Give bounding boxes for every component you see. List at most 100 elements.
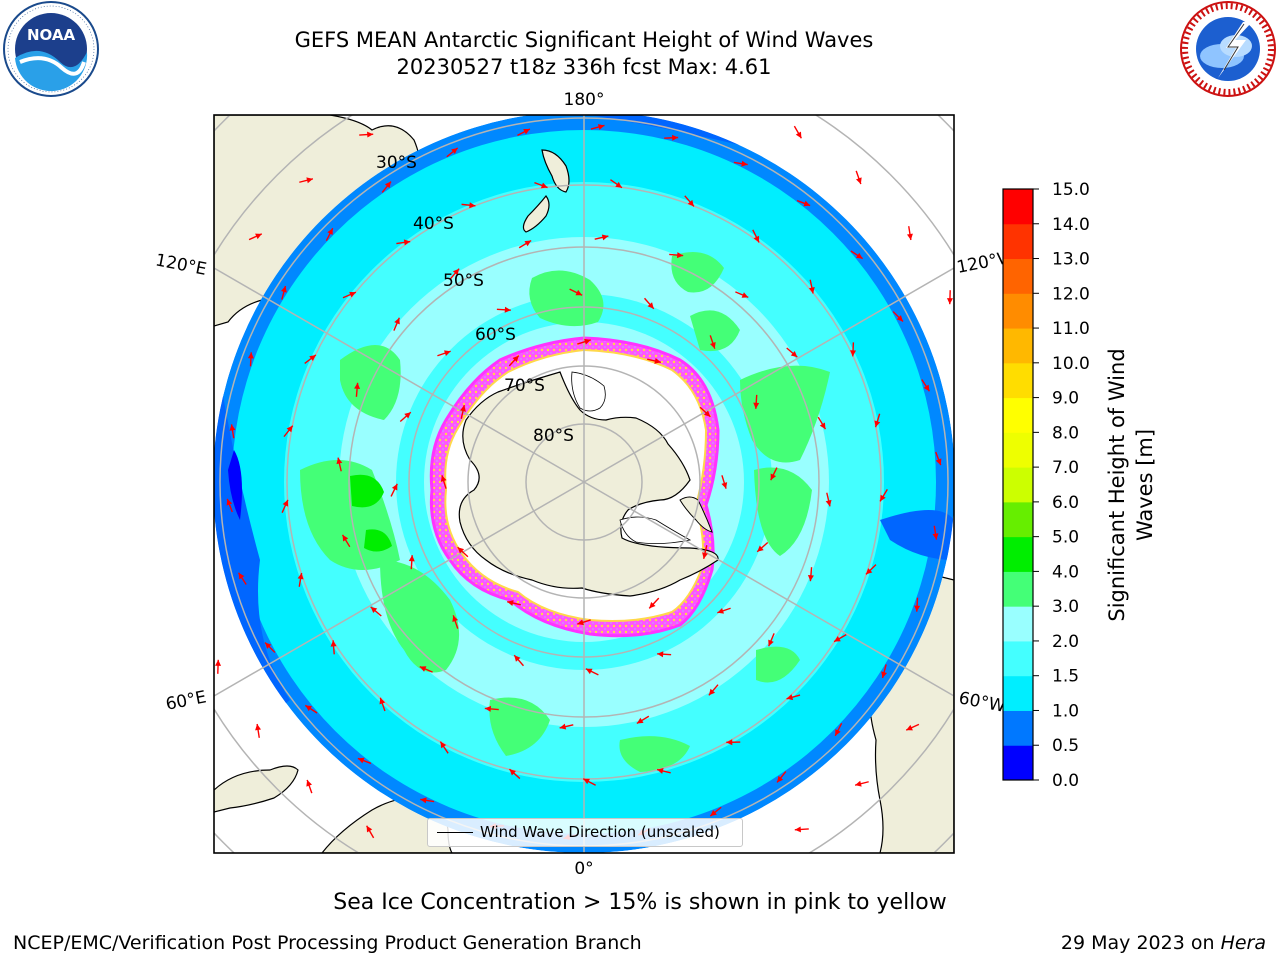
colorbar-cell bbox=[1003, 640, 1033, 677]
colorbar-tick-label: 13.0 bbox=[1052, 250, 1090, 270]
wave-direction-arrow bbox=[808, 279, 815, 294]
wave-direction-arrow bbox=[796, 199, 811, 207]
wave-direction-arrow bbox=[656, 768, 671, 774]
lon-label-bottom: 0° bbox=[574, 859, 593, 879]
colorbar-cell bbox=[1003, 223, 1033, 260]
wave-direction-arrow bbox=[248, 233, 263, 241]
wave-direction-arrow bbox=[399, 411, 412, 422]
graticule bbox=[214, 115, 954, 853]
wave-direction-arrow bbox=[709, 335, 716, 349]
wave-direction-arrow bbox=[484, 705, 499, 712]
chart-title: GEFS MEAN Antarctic Significant Height o… bbox=[294, 28, 874, 52]
wave-direction-arrow bbox=[726, 739, 741, 746]
lat-label-50s: 50°S bbox=[443, 271, 484, 291]
legend-label: Wind Wave Direction (unscaled) bbox=[480, 823, 720, 841]
wave-direction-arrow bbox=[396, 239, 411, 246]
wave-direction-arrow bbox=[513, 654, 524, 667]
wave-direction-arrow bbox=[833, 634, 847, 643]
wave-direction-arrow bbox=[306, 779, 313, 794]
colorbar-tick-label: 7.0 bbox=[1052, 458, 1079, 478]
legend-line-sample bbox=[437, 832, 473, 833]
wave-direction-arrow bbox=[854, 780, 869, 787]
wave-direction-arrow bbox=[304, 354, 317, 365]
wave-direction-arrow bbox=[590, 124, 605, 130]
wave-direction-arrow bbox=[921, 379, 931, 392]
wave-direction-arrow bbox=[370, 606, 382, 617]
lon-label-lower-right: 60°W bbox=[957, 688, 1007, 717]
wave-direction-arrow bbox=[892, 311, 904, 322]
wave-direction-arrow bbox=[359, 131, 374, 138]
wave-direction-arrow bbox=[569, 288, 583, 296]
wave-direction-arrow bbox=[297, 572, 304, 587]
wave-direction-arrow bbox=[330, 640, 337, 655]
wave-direction-arrow bbox=[281, 285, 287, 300]
map-frame bbox=[213, 114, 955, 854]
wave-direction-arrow bbox=[534, 181, 548, 189]
wave-direction-arrow bbox=[379, 697, 386, 712]
wave-direction-arrow bbox=[419, 666, 433, 673]
wave-direction-arrow bbox=[817, 416, 827, 430]
lat-label-80s: 80°S bbox=[533, 426, 574, 446]
wave-direction-arrow bbox=[935, 451, 942, 466]
wave-direction-arrow bbox=[669, 252, 684, 259]
wave-direction-arrow bbox=[508, 355, 520, 367]
colorbar-tick-label: 1.5 bbox=[1052, 667, 1079, 687]
colorbar-cell bbox=[1003, 745, 1033, 781]
colorbar-frame bbox=[1002, 188, 1034, 781]
lon-label-top: 180° bbox=[564, 90, 605, 110]
wave-direction-arrow bbox=[577, 619, 591, 626]
wave-direction-arrow bbox=[756, 542, 769, 553]
sea-ice-note: Sea Ice Concentration > 15% is shown in … bbox=[333, 890, 947, 915]
map-legend: Wind Wave Direction (unscaled) bbox=[427, 818, 743, 847]
wave-direction-arrow bbox=[461, 202, 476, 209]
wave-direction-arrow bbox=[518, 239, 532, 249]
lon-label-lower-left: 60°E bbox=[164, 687, 208, 714]
colorbar-cell bbox=[1003, 536, 1033, 572]
colorbar-tick-label: 8.0 bbox=[1052, 423, 1079, 443]
colorbar-cells bbox=[1003, 189, 1033, 781]
wave-direction-arrow bbox=[507, 600, 521, 606]
colorbar-cell bbox=[1003, 571, 1033, 607]
wave-direction-arrow bbox=[446, 147, 459, 158]
noaa-logo-text: NOAA bbox=[27, 26, 76, 44]
wave-direction-arrow bbox=[834, 723, 843, 737]
wave-direction-arrow bbox=[644, 297, 655, 310]
wave-direction-arrow bbox=[610, 179, 623, 189]
wave-direction-arrow bbox=[850, 342, 857, 357]
wave-direction-arrow bbox=[881, 664, 887, 679]
wave-direction-arrow bbox=[281, 499, 289, 513]
wave-direction-arrow bbox=[457, 546, 469, 558]
wave-direction-arrow bbox=[381, 181, 392, 193]
colorbar-tick-label: 4.0 bbox=[1052, 562, 1079, 582]
wave-direction-arrow bbox=[708, 684, 719, 696]
lat-label-70s: 70°S bbox=[504, 376, 545, 396]
colorbar-tick-label: 14.0 bbox=[1052, 215, 1090, 235]
wave-direction-arrow bbox=[342, 291, 357, 299]
wave-direction-arrow bbox=[874, 413, 881, 428]
wave-direction-arrow bbox=[420, 797, 435, 804]
wave-direction-arrow bbox=[390, 483, 398, 497]
wave-direction-arrow bbox=[247, 352, 254, 367]
wave-direction-arrow bbox=[594, 234, 609, 241]
wave-direction-arrow bbox=[825, 492, 832, 507]
wave-direction-arrow bbox=[794, 826, 809, 833]
wave-direction-arrow bbox=[717, 607, 731, 614]
wave-direction-arrow bbox=[647, 358, 661, 364]
wave-direction-arrow bbox=[793, 125, 802, 139]
wave-direction-arrow bbox=[509, 768, 521, 780]
wave-direction-arrow bbox=[684, 195, 695, 207]
lon-label-upper-left: 120°E bbox=[154, 250, 209, 279]
wave-direction-arrow bbox=[657, 651, 672, 658]
wave-direction-arrow bbox=[906, 226, 913, 241]
wave-direction-arrow bbox=[366, 825, 375, 839]
wave-direction-arrow bbox=[559, 723, 574, 730]
colorbar-cell bbox=[1003, 710, 1033, 746]
wave-direction-arrow bbox=[786, 347, 798, 358]
wave-direction-arrow bbox=[449, 268, 460, 280]
wave-direction-arrow bbox=[336, 457, 343, 472]
wave-direction-arrow bbox=[752, 229, 760, 243]
colorbar-tick-label: 3.0 bbox=[1052, 597, 1079, 617]
wave-direction-arrow bbox=[393, 317, 400, 331]
wave-direction-arrow bbox=[664, 134, 679, 141]
chart-subtitle: 20230527 t18z 336h fcst Max: 4.61 bbox=[396, 55, 772, 79]
